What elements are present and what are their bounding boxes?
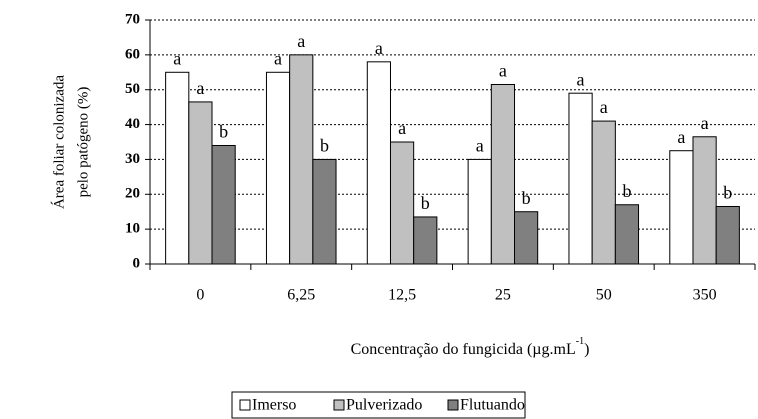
y-tick-label: 40 bbox=[125, 116, 140, 132]
x-tick-label: 0 bbox=[196, 287, 204, 304]
annotation: a bbox=[297, 31, 305, 51]
x-tick-label: 50 bbox=[596, 287, 612, 304]
annotation: a bbox=[196, 78, 204, 98]
y-tick-label: 60 bbox=[125, 46, 140, 62]
annotation: b bbox=[421, 193, 430, 213]
x-label-sup: -1 bbox=[576, 336, 584, 347]
bar bbox=[669, 150, 694, 265]
legend-swatch bbox=[239, 399, 251, 411]
annotation: b bbox=[522, 188, 531, 208]
y-label-group: Área foliar colonizada pelo patógeno (%) bbox=[50, 75, 91, 209]
x-tick-label: 6,25 bbox=[287, 287, 315, 304]
x-label-text: Concentração do fungicida (µg.mL bbox=[351, 341, 576, 358]
x-label: Concentração do fungicida (µg.mL-1) bbox=[351, 336, 590, 357]
bar bbox=[211, 144, 236, 265]
annotation: b bbox=[219, 122, 228, 142]
legend-swatch bbox=[447, 399, 459, 411]
annotation: a bbox=[701, 113, 709, 133]
x-tick-label: 25 bbox=[495, 287, 511, 304]
bar bbox=[265, 71, 291, 265]
y-tick-label: 70 bbox=[125, 11, 140, 27]
bar bbox=[568, 92, 593, 265]
bar bbox=[591, 120, 616, 265]
bar bbox=[389, 141, 415, 265]
bar bbox=[490, 83, 516, 265]
annotation: a bbox=[274, 48, 282, 68]
bar bbox=[514, 211, 539, 265]
y-label: Área foliar colonizada bbox=[50, 75, 67, 209]
legend-label: Flutuando bbox=[460, 397, 525, 414]
annotation: a bbox=[677, 127, 685, 147]
bar bbox=[614, 204, 640, 265]
legend-label: Pulverizado bbox=[346, 397, 422, 414]
annotation: a bbox=[476, 136, 484, 156]
bar bbox=[715, 205, 740, 265]
bar bbox=[188, 101, 213, 265]
annotation: a bbox=[600, 97, 608, 117]
x-label-suffix: ) bbox=[584, 341, 589, 358]
annotation: b bbox=[723, 183, 732, 203]
bar bbox=[165, 71, 190, 265]
bar bbox=[692, 136, 717, 265]
annotation: a bbox=[375, 38, 383, 58]
annotation: a bbox=[173, 48, 181, 68]
bar bbox=[413, 216, 438, 265]
bar bbox=[467, 158, 492, 265]
y-tick-label: 30 bbox=[125, 151, 140, 167]
legend-box bbox=[231, 391, 526, 419]
y-tick-label: 20 bbox=[125, 186, 140, 202]
annotation: b bbox=[320, 136, 329, 156]
bar bbox=[289, 54, 314, 265]
annotation: a bbox=[499, 61, 507, 81]
annotation: a bbox=[398, 118, 406, 138]
x-tick-label: 350 bbox=[693, 287, 717, 304]
annotation: a bbox=[577, 69, 585, 89]
bar bbox=[312, 158, 337, 265]
y-tick-label: 10 bbox=[125, 221, 140, 237]
y-tick-label: 50 bbox=[125, 81, 140, 97]
x-tick-label: 12,5 bbox=[388, 287, 416, 304]
annotation: b bbox=[622, 181, 631, 201]
y-label: pelo patógeno (%) bbox=[75, 87, 91, 198]
legend-swatch bbox=[333, 399, 345, 411]
y-tick-label: 0 bbox=[133, 255, 141, 271]
legend-label: Imerso bbox=[252, 397, 296, 414]
bar bbox=[366, 61, 391, 265]
